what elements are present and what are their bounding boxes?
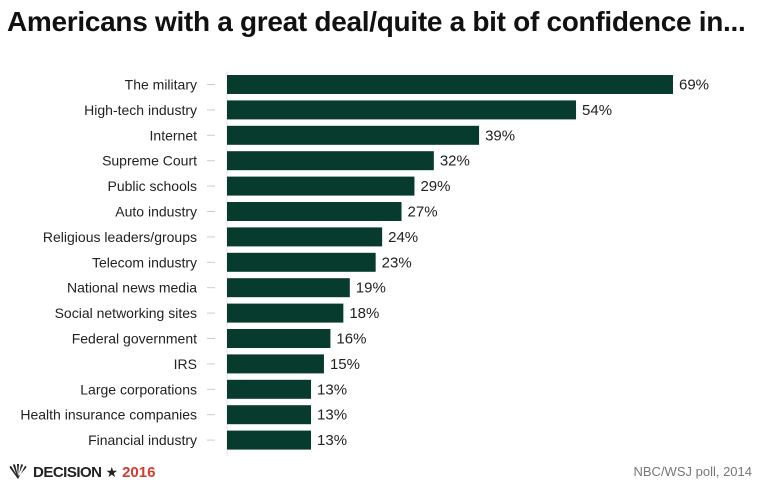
chart-title: Americans with a great deal/quite a bit …	[7, 6, 746, 37]
bar	[227, 354, 324, 374]
category-label: Financial industry	[88, 432, 197, 448]
bar	[227, 278, 350, 298]
bar	[227, 329, 331, 348]
bar	[227, 100, 577, 120]
bar	[227, 252, 376, 272]
value-label: 19%	[356, 280, 386, 297]
category-label: Telecom industry	[92, 254, 197, 270]
bar	[227, 202, 402, 221]
value-label: 18%	[349, 305, 379, 322]
value-label: 69%	[679, 77, 709, 94]
bar	[227, 405, 312, 425]
category-label: High-tech industry	[84, 102, 197, 118]
category-label: Federal government	[72, 331, 197, 347]
category-label: The military	[125, 77, 197, 93]
nbc-peacock-icon	[9, 464, 27, 479]
category-label: Public schools	[108, 178, 198, 194]
category-label: Internet	[150, 127, 198, 143]
bar	[227, 151, 434, 171]
value-label: 32%	[440, 153, 470, 170]
decision-2016-logo: DECISION ★ 2016	[7, 462, 155, 482]
logo-text: DECISION	[33, 463, 102, 481]
source-note: NBC/WSJ poll, 2014	[633, 464, 753, 479]
bar	[227, 176, 415, 196]
bar	[227, 303, 344, 323]
bar	[227, 227, 383, 247]
bar	[227, 75, 673, 94]
bar	[227, 379, 312, 399]
category-label: Religious leaders/groups	[43, 229, 197, 245]
logo-year: 2016	[122, 463, 156, 481]
value-label: 54%	[582, 102, 612, 119]
value-label: 13%	[317, 432, 347, 449]
value-label: 13%	[317, 381, 347, 398]
category-label: Large corporations	[80, 381, 197, 397]
value-label: 13%	[317, 407, 347, 424]
category-label: Auto industry	[115, 204, 197, 220]
category-label: Social networking sites	[55, 305, 197, 321]
value-label: 23%	[382, 254, 412, 271]
value-label: 39%	[485, 127, 515, 144]
bar	[227, 125, 480, 145]
star-icon: ★	[105, 463, 119, 480]
value-label: 27%	[408, 204, 438, 221]
bar	[227, 430, 312, 450]
value-label: 24%	[388, 229, 418, 246]
value-label: 29%	[420, 178, 450, 195]
category-label: National news media	[67, 280, 197, 296]
value-label: 15%	[330, 356, 360, 373]
category-label: IRS	[174, 356, 197, 372]
value-label: 16%	[336, 331, 366, 348]
category-label: Supreme Court	[102, 153, 197, 169]
category-label: Health insurance companies	[20, 407, 197, 423]
